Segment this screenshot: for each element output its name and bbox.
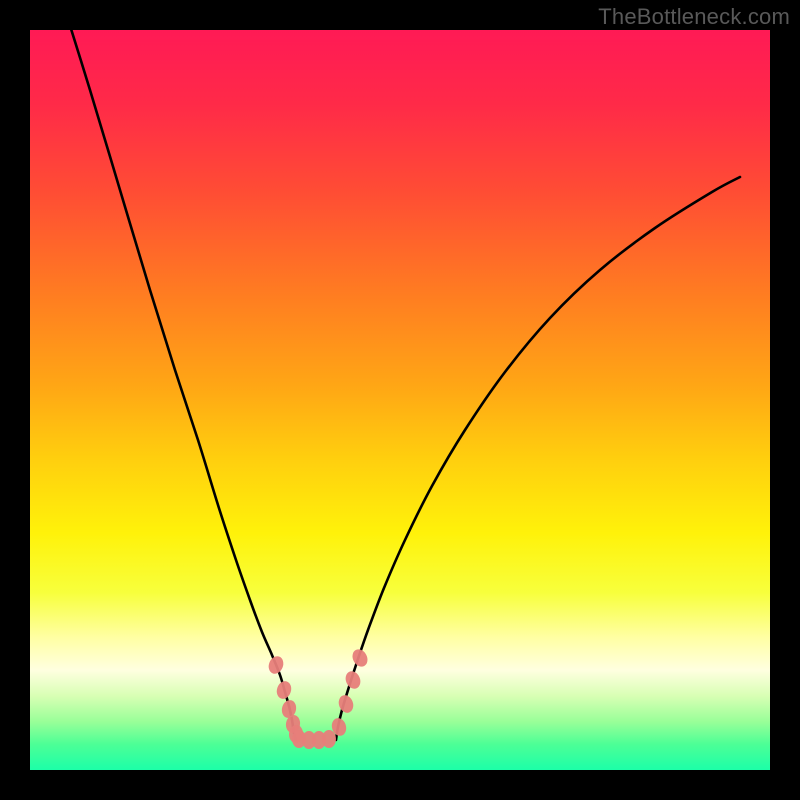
watermark-text: TheBottleneck.com	[598, 4, 790, 30]
chart-root: TheBottleneck.com	[0, 0, 800, 800]
bottleneck-chart	[30, 30, 770, 770]
marker-bead	[322, 730, 336, 748]
gradient-background	[30, 30, 770, 770]
